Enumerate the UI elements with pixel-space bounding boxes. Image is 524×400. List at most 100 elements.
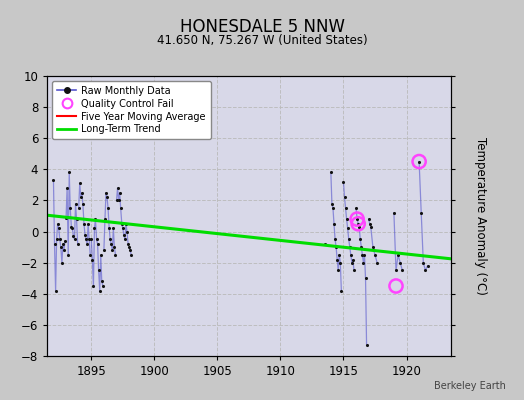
Point	[78, 190, 86, 196]
Point	[66, 205, 74, 212]
Point	[95, 288, 104, 294]
Point	[363, 342, 371, 348]
Point	[354, 220, 363, 227]
Point	[342, 216, 351, 222]
Point	[419, 260, 428, 266]
Point	[366, 220, 374, 227]
Point	[79, 200, 87, 207]
Point	[112, 197, 121, 204]
Point	[111, 252, 119, 258]
Point	[53, 220, 62, 227]
Point	[336, 260, 344, 266]
Point	[329, 205, 337, 212]
Point	[354, 220, 363, 227]
Point	[352, 205, 361, 212]
Point	[339, 178, 347, 185]
Point	[348, 260, 356, 266]
Text: Berkeley Earth: Berkeley Earth	[434, 381, 506, 391]
Point	[320, 241, 329, 247]
Point	[121, 236, 129, 242]
Point	[341, 205, 350, 212]
Point	[328, 200, 336, 207]
Point	[113, 185, 122, 191]
Point	[97, 278, 106, 284]
Point	[63, 185, 71, 191]
Point	[356, 236, 365, 242]
Point	[106, 236, 114, 242]
Point	[362, 275, 370, 282]
Point	[124, 241, 132, 247]
Point	[103, 194, 111, 200]
Point	[390, 210, 398, 216]
Point	[119, 232, 128, 238]
Point	[101, 216, 109, 222]
Text: HONESDALE 5 NNW: HONESDALE 5 NNW	[180, 18, 344, 36]
Point	[333, 256, 341, 263]
Point	[72, 216, 81, 222]
Point	[415, 158, 423, 165]
Text: 41.650 N, 75.267 W (United States): 41.650 N, 75.267 W (United States)	[157, 34, 367, 47]
Point	[60, 247, 68, 254]
Point	[398, 267, 407, 274]
Point	[334, 267, 342, 274]
Point	[83, 241, 91, 247]
Point	[93, 241, 102, 247]
Point	[67, 224, 75, 230]
Point	[96, 252, 105, 258]
Point	[116, 205, 125, 212]
Point	[89, 283, 97, 289]
Point	[345, 236, 353, 242]
Point	[70, 236, 79, 242]
Point	[392, 267, 400, 274]
Point	[415, 158, 423, 165]
Point	[54, 225, 63, 232]
Point	[69, 233, 78, 240]
Point	[59, 241, 67, 247]
Point	[81, 232, 89, 238]
Point	[125, 244, 133, 250]
Point	[340, 194, 348, 200]
Point	[62, 214, 70, 221]
Point	[73, 241, 82, 247]
Point	[75, 180, 84, 186]
Point	[350, 267, 358, 274]
Point	[88, 256, 96, 263]
Point	[335, 252, 343, 258]
Point	[326, 169, 335, 176]
Point	[332, 244, 340, 250]
Point	[108, 247, 116, 254]
Point	[346, 244, 354, 250]
Point	[51, 288, 60, 294]
Point	[367, 224, 375, 230]
Point	[74, 205, 83, 212]
Point	[77, 194, 85, 200]
Point	[359, 260, 368, 266]
Point	[61, 238, 69, 244]
Point	[114, 197, 123, 204]
Point	[90, 225, 99, 232]
Point	[353, 216, 362, 222]
Point	[58, 260, 66, 266]
Point	[56, 236, 64, 242]
Point	[394, 252, 402, 258]
Point	[104, 205, 112, 212]
Point	[357, 244, 366, 250]
Point	[57, 244, 65, 250]
Point	[330, 220, 338, 227]
Point	[65, 169, 73, 176]
Point	[337, 288, 345, 294]
Point	[105, 225, 113, 232]
Point	[82, 236, 90, 242]
Point	[423, 262, 432, 269]
Point	[392, 283, 400, 289]
Point	[365, 216, 373, 222]
Point	[373, 260, 381, 266]
Point	[107, 241, 115, 247]
Point	[99, 283, 107, 289]
Point	[343, 225, 352, 232]
Point	[117, 220, 126, 227]
Point	[102, 190, 110, 196]
Point	[86, 252, 94, 258]
Point	[353, 216, 362, 222]
Point	[100, 247, 108, 254]
